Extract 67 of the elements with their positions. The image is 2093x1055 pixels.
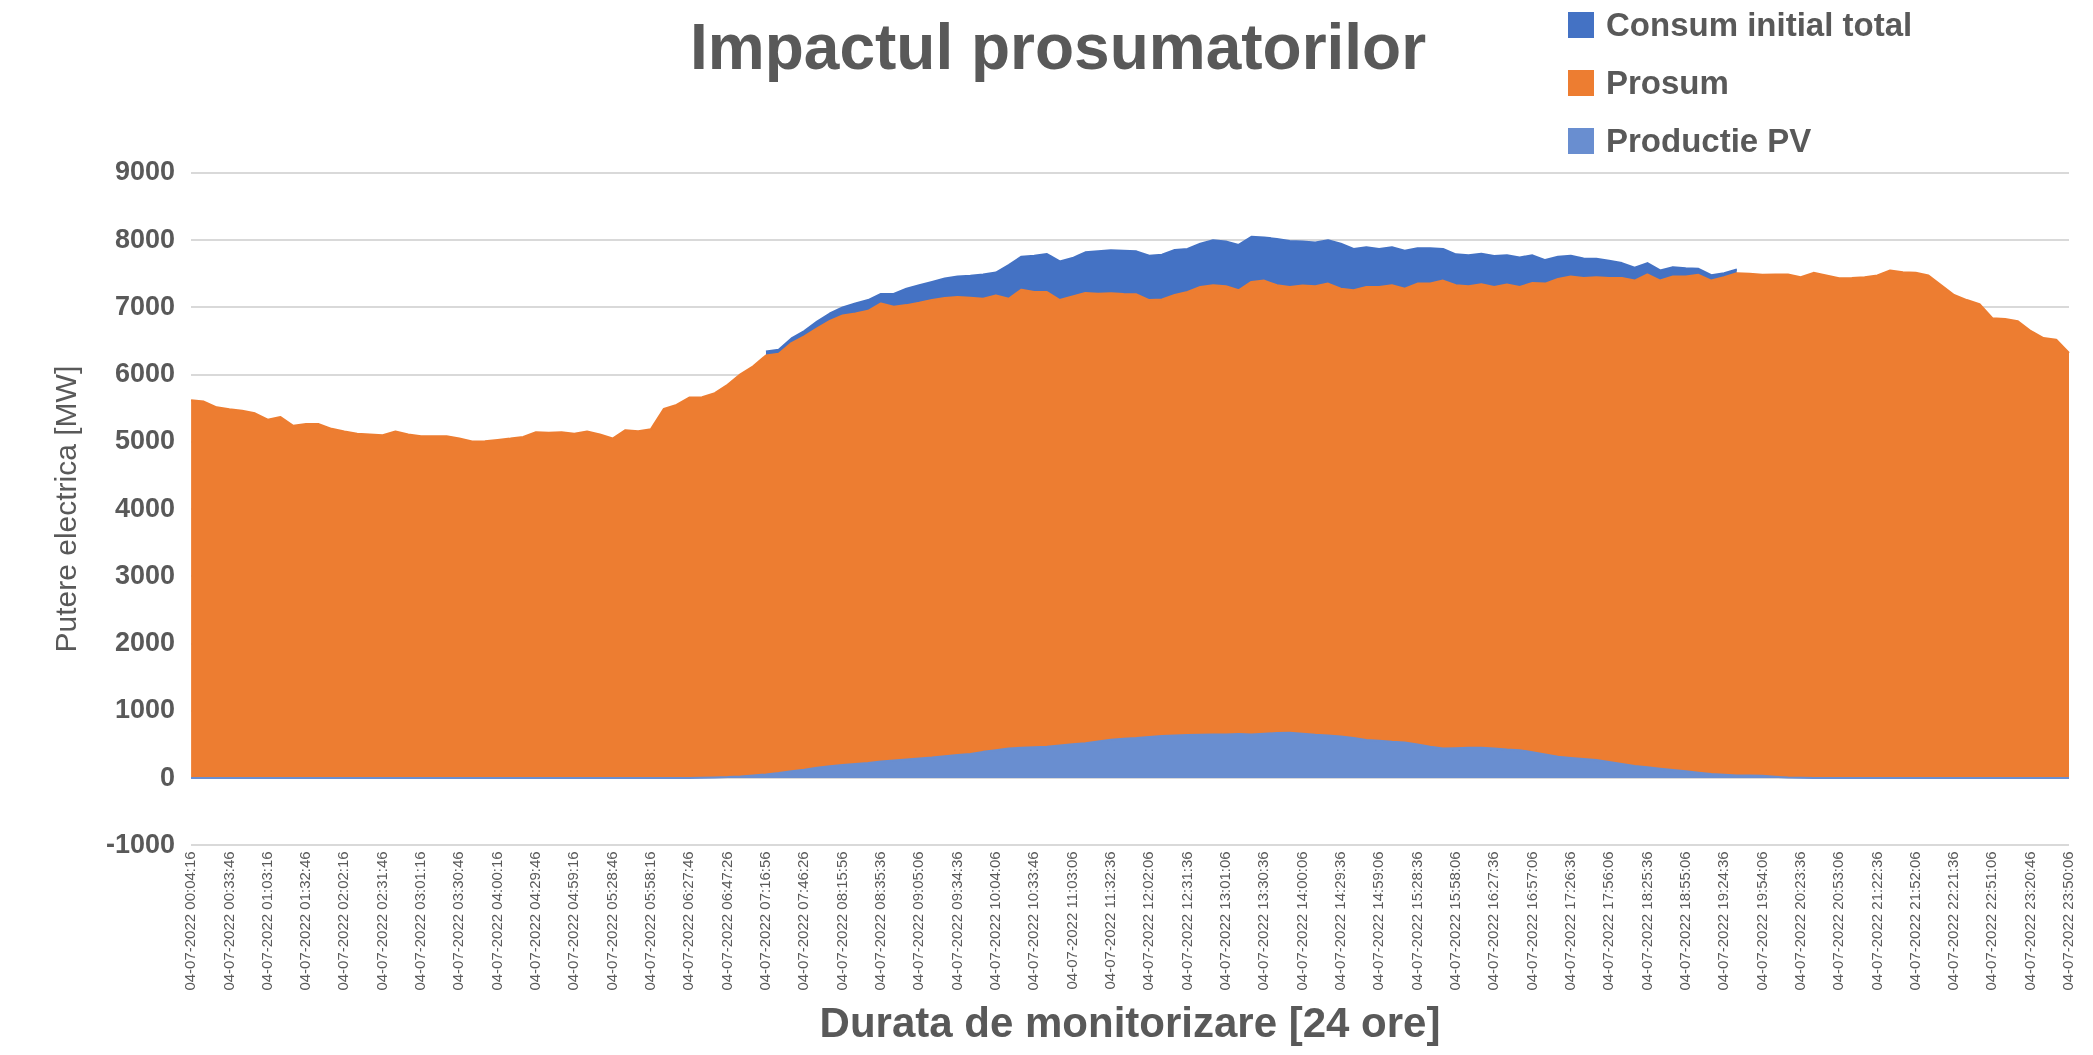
x-tick-label: 04-07-2022 14:59:06 [1369, 851, 1387, 991]
x-tick-label: 04-07-2022 12:02:06 [1139, 851, 1157, 991]
x-tick-label: 04-07-2022 04:59:16 [564, 851, 582, 991]
y-tick-label: 7000 [114, 290, 176, 321]
x-tick-label: 04-07-2022 00:04:16 [181, 851, 199, 991]
x-tick-label: 04-07-2022 17:26:36 [1560, 851, 1578, 991]
x-tick-label: 04-07-2022 23:50:06 [2059, 851, 2077, 991]
y-tick-label: 3000 [114, 559, 176, 590]
x-tick-label: 04-07-2022 17:56:06 [1599, 851, 1617, 991]
x-tick-label: 04-07-2022 16:57:06 [1522, 851, 1540, 991]
x-tick-label: 04-07-2022 14:00:06 [1292, 851, 1310, 991]
x-tick-label: 04-07-2022 03:01:16 [411, 851, 429, 991]
x-tick-label: 04-07-2022 22:21:36 [1944, 851, 1962, 991]
chart-title: Impactul prosumatorilor [690, 10, 1427, 84]
x-tick-label: 04-07-2022 13:30:36 [1254, 851, 1272, 991]
x-tick-label: 04-07-2022 18:25:36 [1637, 851, 1655, 991]
x-tick-label: 04-07-2022 15:28:36 [1407, 851, 1425, 991]
x-tick-label: 04-07-2022 04:00:16 [487, 851, 505, 991]
y-tick-label: 9000 [114, 156, 176, 187]
x-tick-label: 04-07-2022 03:30:46 [449, 851, 467, 991]
x-tick-label: 04-07-2022 01:03:16 [257, 851, 275, 991]
y-tick-label: -1000 [105, 828, 176, 859]
x-tick-label: 04-07-2022 02:02:16 [334, 851, 352, 991]
y-tick-label: 4000 [114, 492, 176, 523]
x-tick-label: 04-07-2022 07:16:56 [756, 851, 774, 991]
x-tick-label: 04-07-2022 12:31:36 [1177, 851, 1195, 991]
x-tick-label: 04-07-2022 07:46:26 [794, 851, 812, 991]
x-tick-label: 04-07-2022 05:28:46 [602, 851, 620, 991]
y-tick-label: 2000 [114, 627, 176, 658]
legend-label: Consum initial total [1606, 6, 1913, 44]
x-tick-label: 04-07-2022 21:22:36 [1867, 851, 1885, 991]
legend-label: Productie PV [1606, 122, 1812, 160]
x-tick-label: 04-07-2022 21:52:06 [1905, 851, 1923, 991]
y-tick-label: 0 [160, 761, 176, 792]
x-tick-label: 04-07-2022 04:29:46 [526, 851, 544, 991]
x-tick-label: 04-07-2022 20:23:36 [1790, 851, 1808, 991]
x-tick-label: 04-07-2022 22:51:06 [1982, 851, 2000, 991]
x-tick-label: 04-07-2022 09:05:06 [909, 851, 927, 991]
legend-label: Prosum [1606, 64, 1729, 102]
x-tick-label: 04-07-2022 01:32:46 [296, 851, 314, 991]
y-tick-label: 8000 [114, 223, 176, 254]
y-tick-label: 6000 [114, 358, 176, 389]
x-tick-label: 04-07-2022 06:47:26 [717, 851, 735, 991]
x-tick-label: 04-07-2022 13:01:06 [1215, 851, 1233, 991]
x-tick-label: 04-07-2022 02:31:46 [372, 851, 390, 991]
x-tick-label: 04-07-2022 23:20:46 [2020, 851, 2038, 991]
y-tick-label: 1000 [114, 694, 176, 725]
x-tick-label: 04-07-2022 14:29:36 [1330, 851, 1348, 991]
x-tick-label: 04-07-2022 11:03:06 [1062, 851, 1080, 990]
x-tick-label: 04-07-2022 08:35:36 [871, 851, 889, 991]
y-tick-label: 5000 [114, 425, 176, 456]
x-tick-label: 04-07-2022 15:58:06 [1445, 851, 1463, 991]
y-axis-title: Putere electrica [MW] [49, 365, 83, 653]
x-tick-label: 04-07-2022 16:27:36 [1484, 851, 1502, 991]
x-tick-label: 04-07-2022 05:58:16 [641, 851, 659, 991]
x-tick-label: 04-07-2022 18:55:06 [1675, 851, 1693, 991]
x-tick-label: 04-07-2022 00:33:46 [219, 851, 237, 991]
x-axis-title: Durata de monitorizare [24 ore] [819, 999, 1441, 1047]
x-tick-label: 04-07-2022 10:04:06 [986, 851, 1004, 991]
x-tick-label: 04-07-2022 09:34:36 [947, 851, 965, 991]
x-tick-label: 04-07-2022 19:24:36 [1714, 851, 1732, 991]
x-tick-label: 04-07-2022 08:15:56 [832, 851, 850, 991]
x-tick-label: 04-07-2022 11:32:36 [1101, 851, 1119, 990]
x-tick-label: 04-07-2022 19:54:06 [1752, 851, 1770, 991]
x-tick-label: 04-07-2022 20:53:06 [1829, 851, 1847, 991]
x-tick-label: 04-07-2022 06:27:46 [679, 851, 697, 991]
x-tick-label: 04-07-2022 10:33:46 [1024, 851, 1042, 991]
